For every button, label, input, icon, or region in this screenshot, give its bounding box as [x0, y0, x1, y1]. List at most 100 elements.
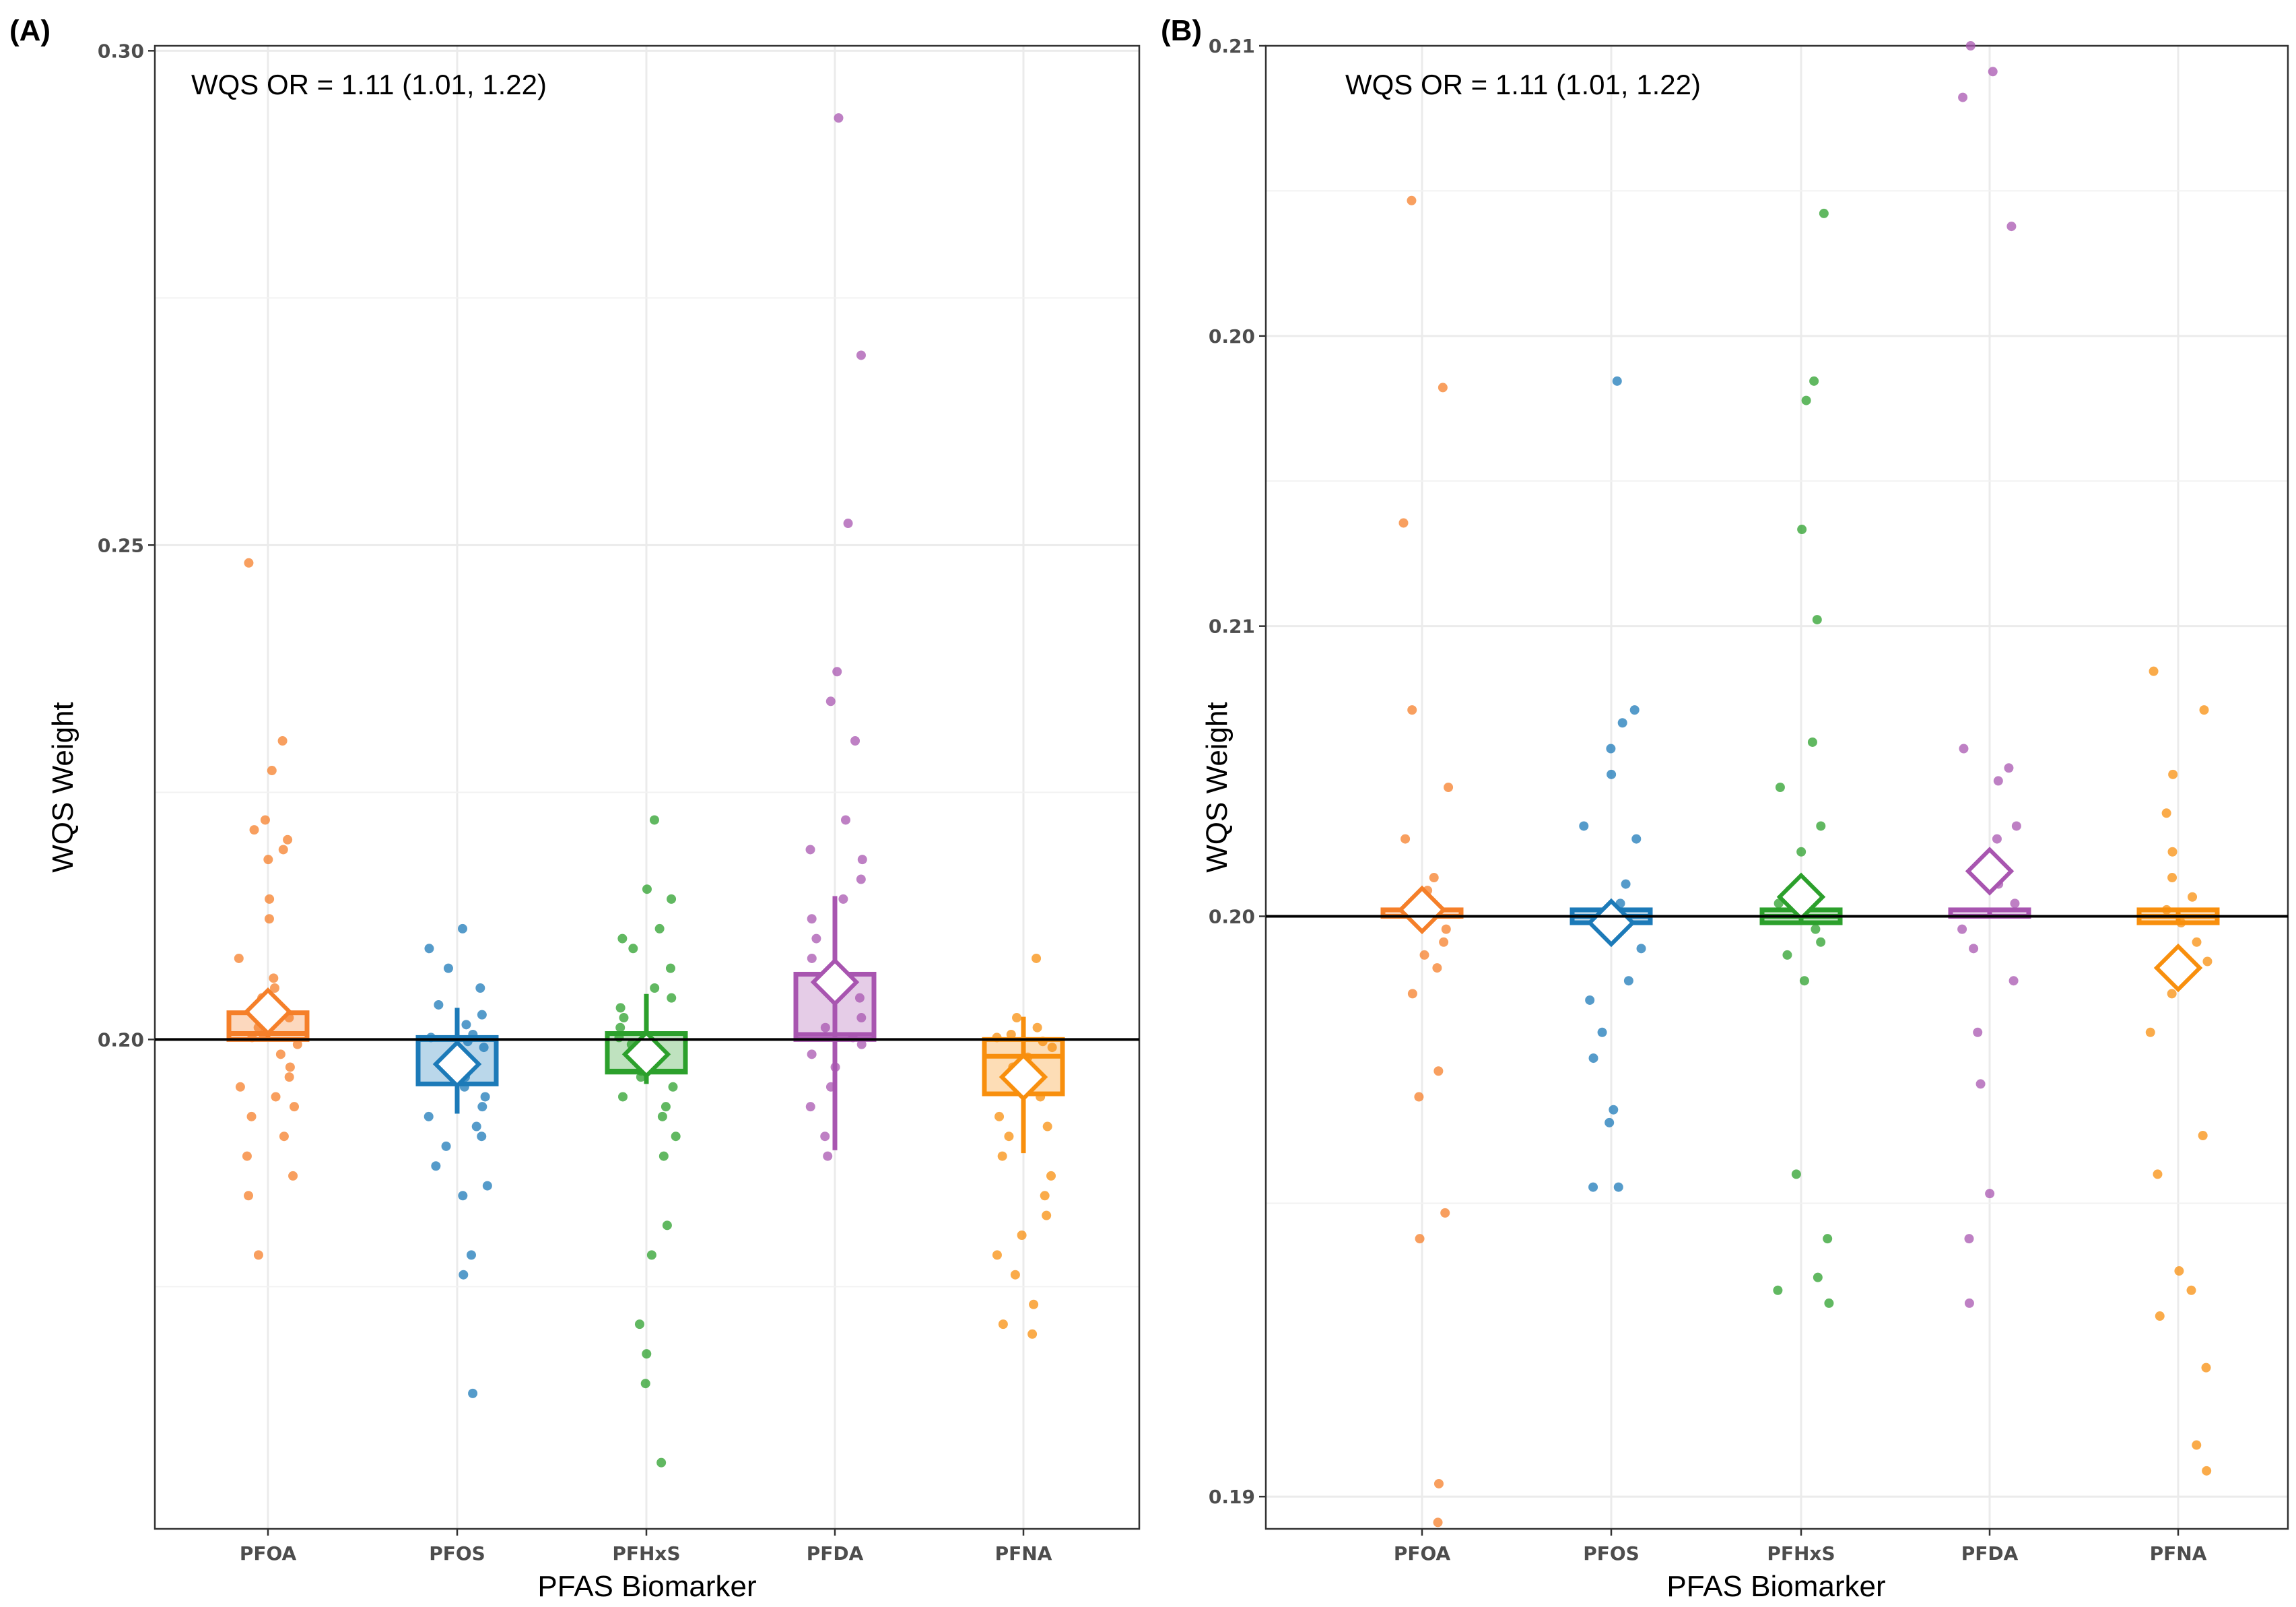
point-pfhxs: [1816, 821, 1826, 831]
point-pfos: [1588, 1182, 1598, 1192]
point-pfda: [807, 1049, 817, 1059]
point-pfoa: [290, 1102, 300, 1112]
point-pfda: [856, 1013, 867, 1023]
point-pfna: [1027, 1329, 1038, 1339]
point-pfos: [1623, 976, 1633, 986]
point-pfos: [1613, 1182, 1623, 1192]
point-pfos: [477, 1010, 487, 1020]
point-pfna: [1017, 1231, 1027, 1241]
point-pfoa: [1419, 950, 1429, 960]
point-pfda: [1964, 1298, 1974, 1308]
point-pfna: [1047, 1043, 1057, 1053]
point-pfda: [840, 815, 850, 825]
point-pfoa: [284, 1072, 294, 1082]
point-pfda: [807, 914, 817, 924]
point-pfda: [1958, 92, 1968, 102]
y-tick-label: 0.25: [98, 534, 144, 556]
point-pfhxs: [1823, 1234, 1833, 1244]
point-pfna: [2202, 956, 2213, 966]
point-pfoa: [260, 815, 270, 825]
point-pfhxs: [1797, 525, 1807, 535]
point-pfoa: [275, 1049, 285, 1059]
point-pfhxs: [640, 1379, 650, 1389]
point-pfos: [1585, 995, 1595, 1005]
point-pfna: [2161, 808, 2171, 818]
point-pfna: [1046, 1171, 1056, 1181]
y-tick-label: 0.21: [1209, 616, 1255, 638]
point-pfda: [850, 736, 860, 746]
point-pfhxs: [1809, 376, 1819, 386]
point-pfos: [475, 983, 485, 993]
x-axis-title: PFAS Biomarker: [1666, 1570, 1885, 1603]
point-pfos: [461, 1020, 471, 1030]
point-pfos: [424, 944, 434, 954]
point-pfos: [477, 1132, 487, 1142]
point-pfos: [459, 1270, 469, 1280]
point-pfda: [854, 993, 865, 1003]
point-pfhxs: [671, 1132, 681, 1142]
point-pfos: [1636, 944, 1646, 954]
point-pfhxs: [1799, 976, 1809, 986]
point-pfhxs: [665, 963, 675, 973]
point-pfda: [857, 855, 867, 865]
point-pfhxs: [657, 1111, 667, 1121]
point-pfhxs: [619, 1013, 629, 1023]
point-pfna: [1010, 1270, 1020, 1280]
point-pfna: [997, 1151, 1007, 1161]
mean-diamond-pfhxs: [1776, 872, 1826, 921]
point-pfda: [856, 874, 866, 884]
point-pfos: [468, 1388, 478, 1398]
point-pfoa: [270, 983, 280, 993]
point-pfoa: [234, 953, 244, 963]
point-pfoa: [264, 914, 274, 924]
point-pfhxs: [649, 815, 659, 825]
point-pfna: [998, 1319, 1008, 1330]
point-pfhxs: [615, 1003, 626, 1013]
point-pfos: [441, 1141, 451, 1151]
point-pfoa: [249, 825, 259, 835]
y-axis-title: WQS Weight: [46, 702, 79, 872]
point-pfna: [2167, 847, 2177, 857]
point-pfna: [2202, 1466, 2212, 1476]
point-pfda: [1992, 834, 2002, 844]
point-pfos: [458, 923, 468, 933]
point-pfos: [477, 1102, 487, 1112]
point-pfhxs: [617, 933, 628, 944]
point-pfda: [1988, 67, 1998, 77]
plot-border: [1264, 44, 2289, 1530]
point-pfos: [443, 963, 453, 973]
y-axis-title: WQS Weight: [1201, 702, 1234, 872]
point-pfda: [1985, 1189, 1995, 1199]
point-pfna: [2201, 1363, 2211, 1373]
point-pfna: [1032, 953, 1042, 963]
point-pfda: [1957, 924, 1967, 934]
point-pfda: [807, 953, 817, 963]
point-pfoa: [1414, 1092, 1424, 1102]
point-pfhxs: [1819, 208, 1829, 218]
point-pfoa: [279, 1132, 289, 1142]
point-pfhxs: [1812, 615, 1822, 625]
point-pfhxs: [650, 983, 660, 993]
point-pfos: [1607, 769, 1617, 779]
panel-b: 0.19 0.20 0.20 0.21 0.21 PFOA PFOS PFHxS PFDA PFN…: [1161, 14, 2289, 1603]
point-pfda: [1993, 776, 2003, 786]
point-pfna: [2155, 1311, 2165, 1321]
point-pfoa: [1441, 924, 1451, 934]
panel-label: (A): [9, 14, 50, 47]
x-tick-label-pfoa: PFOA: [1394, 1542, 1451, 1565]
x-tick-label-pfoa: PFOA: [240, 1542, 297, 1565]
point-pfda: [2011, 821, 2021, 831]
point-pfoa: [1439, 937, 1449, 947]
point-pfoa: [1433, 1517, 1443, 1528]
point-pfoa: [1433, 1478, 1444, 1488]
point-pfhxs: [661, 1102, 671, 1112]
point-pfhxs: [1824, 1298, 1834, 1308]
point-pfhxs: [615, 1022, 626, 1032]
point-pfda: [856, 1039, 867, 1049]
mean-diamond-pfhxs: [621, 1030, 671, 1079]
point-pfhxs: [1782, 950, 1792, 960]
point-pfos: [1621, 879, 1631, 889]
point-pfos: [1612, 376, 1622, 386]
point-pfhxs: [667, 993, 677, 1003]
point-pfna: [2199, 705, 2209, 715]
